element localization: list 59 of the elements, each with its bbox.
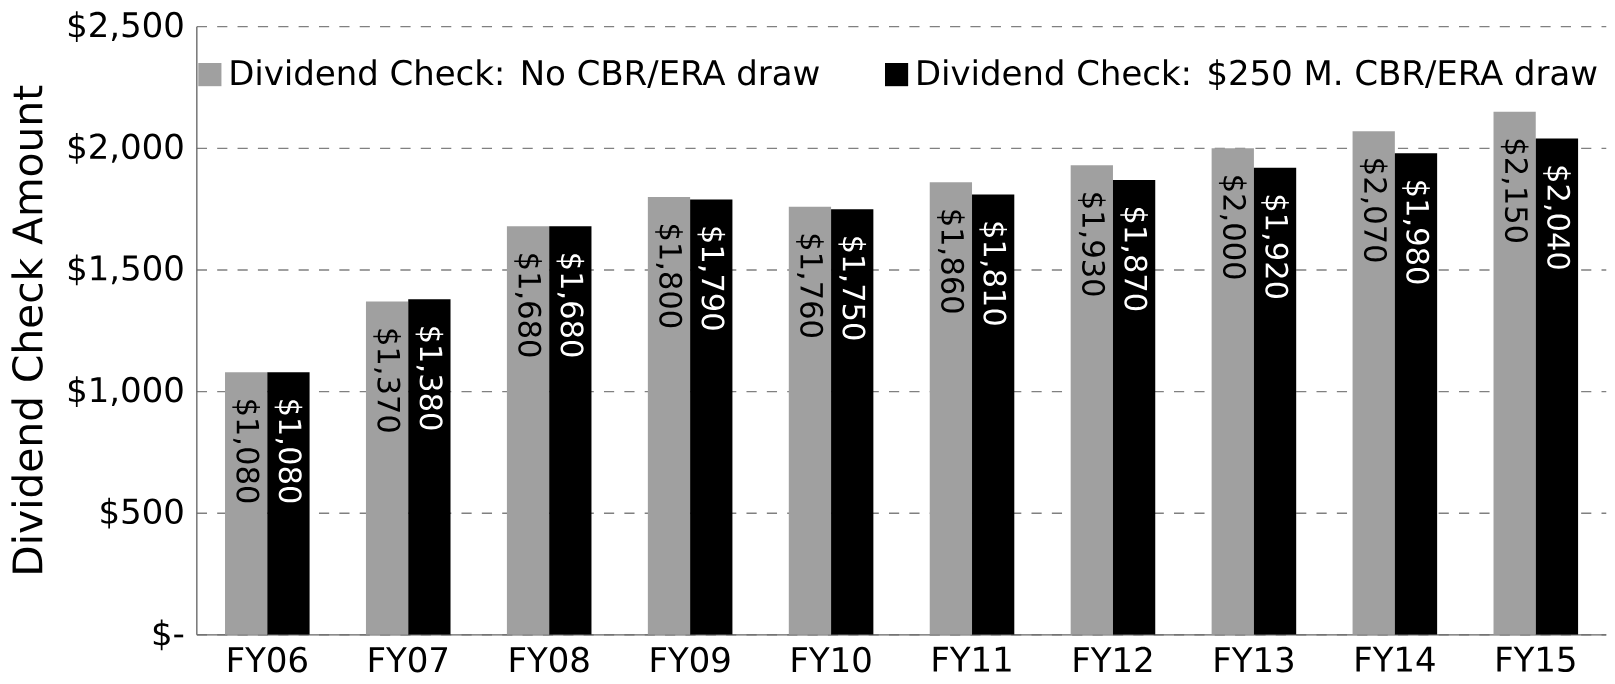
data-label: $1,080 <box>232 400 261 503</box>
data-label: $2,070 <box>1359 159 1388 262</box>
bar <box>972 194 1015 635</box>
bar <box>690 199 733 635</box>
bar <box>1253 167 1297 635</box>
data-label: $1,380 <box>415 327 444 430</box>
bar <box>1352 131 1395 635</box>
x-tick-label: FY14 <box>1356 646 1435 672</box>
x-tick-label: FY11 <box>933 646 1011 672</box>
data-label: $1,870 <box>1120 208 1148 311</box>
data-label: $1,800 <box>655 225 683 328</box>
bar <box>831 209 874 635</box>
data-label: $1,760 <box>796 234 824 338</box>
legend-label: Dividend Check: No CBR/ERA draw <box>231 59 819 89</box>
x-tick-label: FY09 <box>651 646 730 673</box>
bar <box>225 372 268 635</box>
bar <box>267 372 310 635</box>
x-tick-label: FY10 <box>792 646 871 673</box>
y-tick-label: $- <box>153 619 184 651</box>
x-tick-label: FY06 <box>228 646 307 673</box>
data-label: $2,000 <box>1218 176 1247 279</box>
data-label: $1,680 <box>556 254 585 357</box>
bar <box>1211 148 1254 635</box>
bar <box>647 197 691 635</box>
x-tick-label: FY15 <box>1497 646 1575 673</box>
bar <box>1112 180 1156 635</box>
data-label: $1,080 <box>274 400 303 503</box>
y-tick-label: $500 <box>101 497 183 529</box>
y-tick-label: $1,000 <box>68 376 183 408</box>
x-tick-label: FY12 <box>1074 646 1152 673</box>
bar <box>788 206 832 635</box>
y-tick-label: $2,500 <box>68 11 183 43</box>
data-label: $1,930 <box>1078 193 1106 296</box>
bar <box>929 182 973 635</box>
data-label: $2,150 <box>1500 139 1529 243</box>
y-axis-title: Dividend Check Amount <box>11 85 43 573</box>
data-label: $1,750 <box>838 237 867 340</box>
bar <box>1394 153 1438 635</box>
legend-label: Dividend Check: $250 M. CBR/ERA draw <box>918 59 1597 91</box>
bar <box>1493 111 1536 635</box>
y-tick-label: $2,000 <box>68 132 183 164</box>
x-tick-label: FY07 <box>369 646 448 673</box>
data-label: $1,680 <box>514 254 542 357</box>
data-label: $2,040 <box>1543 166 1571 269</box>
data-label: $1,980 <box>1402 181 1430 284</box>
data-label: $1,810 <box>979 222 1008 325</box>
x-tick-label: FY13 <box>1215 646 1293 673</box>
y-tick-label: $1,500 <box>68 254 183 286</box>
data-label: $1,920 <box>1261 195 1289 299</box>
bar <box>549 226 592 635</box>
bar <box>1535 138 1579 635</box>
bar <box>365 301 409 635</box>
data-label: $1,860 <box>937 210 965 313</box>
data-label: $1,790 <box>697 227 726 330</box>
x-tick-label: FY08 <box>510 646 589 673</box>
bar <box>1070 165 1113 635</box>
bar <box>506 226 550 635</box>
data-label: $1,370 <box>373 329 401 432</box>
bar <box>408 299 451 635</box>
